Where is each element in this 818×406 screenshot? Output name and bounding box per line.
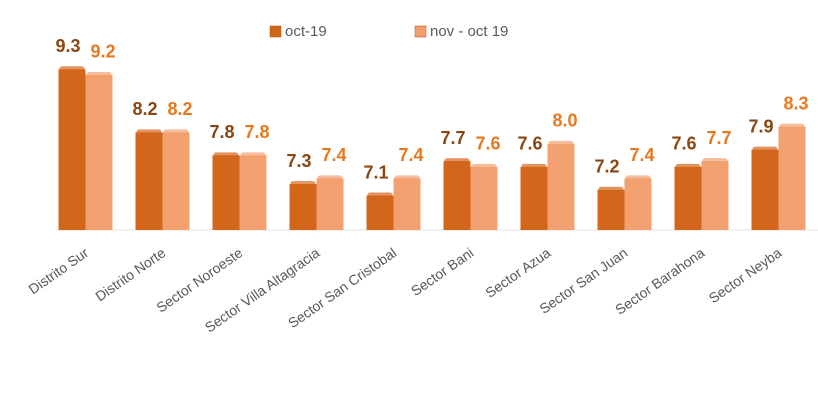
bar-cap bbox=[86, 71, 112, 77]
legend-swatch bbox=[414, 25, 427, 38]
bar-cap bbox=[163, 129, 189, 135]
bar-cap bbox=[213, 152, 239, 158]
value-label: 9.3 bbox=[55, 36, 80, 56]
bar-cap bbox=[59, 66, 85, 72]
bar-cap bbox=[290, 181, 316, 187]
value-label: 8.2 bbox=[167, 99, 192, 119]
x-tick-label: Distrito Sur bbox=[25, 244, 91, 297]
bar bbox=[58, 69, 86, 231]
bar bbox=[624, 178, 652, 230]
bar bbox=[443, 161, 471, 230]
value-label: 7.7 bbox=[440, 128, 465, 148]
value-label: 7.4 bbox=[321, 145, 346, 165]
bar bbox=[597, 189, 625, 230]
value-label: 7.2 bbox=[594, 157, 619, 177]
value-label: 7.1 bbox=[363, 162, 388, 182]
bar bbox=[547, 143, 575, 230]
legend-label: nov - oct 19 bbox=[430, 23, 508, 40]
bar-cap bbox=[367, 192, 393, 198]
value-label: 7.6 bbox=[671, 134, 696, 154]
value-label: 7.7 bbox=[706, 128, 731, 148]
value-label: 7.4 bbox=[629, 145, 654, 165]
bar-cap bbox=[675, 163, 701, 169]
value-label: 8.0 bbox=[552, 111, 577, 131]
bar-cap bbox=[471, 163, 497, 169]
bar bbox=[751, 149, 779, 230]
value-label: 7.9 bbox=[748, 116, 773, 136]
bar bbox=[289, 184, 317, 230]
bar bbox=[470, 166, 498, 230]
bar-cap bbox=[444, 158, 470, 164]
bar bbox=[135, 132, 163, 230]
bar-cap bbox=[752, 146, 778, 152]
x-tick-label: Distrito Norte bbox=[92, 244, 168, 304]
value-label: 7.6 bbox=[517, 134, 542, 154]
value-label: 8.2 bbox=[132, 99, 157, 119]
bar bbox=[674, 166, 702, 230]
bar bbox=[162, 132, 190, 230]
value-label: 7.8 bbox=[209, 122, 234, 142]
bar-cap bbox=[521, 163, 547, 169]
bar-cap bbox=[702, 158, 728, 164]
x-tick-label: Sector Neyba bbox=[706, 244, 785, 306]
bar bbox=[393, 178, 421, 230]
value-label: 8.3 bbox=[783, 93, 808, 113]
bar-cap bbox=[625, 175, 651, 181]
value-label: 7.6 bbox=[475, 134, 500, 154]
legend-swatch bbox=[269, 25, 282, 38]
bar-cap bbox=[779, 123, 805, 129]
bar bbox=[366, 195, 394, 230]
bar-cap bbox=[317, 175, 343, 181]
value-label: 9.2 bbox=[90, 42, 115, 62]
bar-cap bbox=[136, 129, 162, 135]
value-label: 7.4 bbox=[398, 145, 423, 165]
x-tick-label: Sector Azua bbox=[482, 244, 553, 301]
bar-cap bbox=[394, 175, 420, 181]
bar-cap bbox=[240, 152, 266, 158]
bar bbox=[212, 155, 240, 230]
bar bbox=[316, 178, 344, 230]
legend-label: oct-19 bbox=[285, 23, 327, 40]
bar-cap bbox=[548, 140, 574, 146]
bar bbox=[520, 166, 548, 230]
bar bbox=[239, 155, 267, 230]
bar-cap bbox=[598, 186, 624, 192]
bar bbox=[85, 74, 113, 230]
value-label: 7.8 bbox=[244, 122, 269, 142]
bar bbox=[701, 161, 729, 230]
value-label: 7.3 bbox=[286, 151, 311, 171]
x-tick-label: Sector Bani bbox=[408, 244, 476, 299]
bar bbox=[778, 126, 806, 230]
